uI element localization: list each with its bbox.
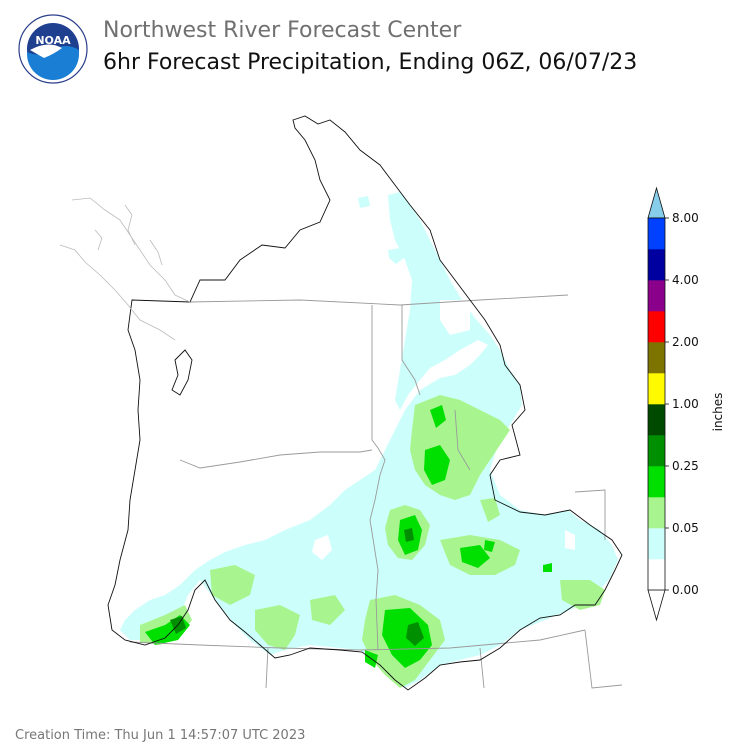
colorbar-unit-label: inches: [711, 393, 725, 432]
colorbar-bottom-arrow: [647, 589, 666, 622]
colorbar: 0.00 0.05 0.25 1.00 2.00 4.00 8.00 inches: [647, 186, 725, 622]
colorbar-top-arrow: [647, 186, 666, 219]
canada-coastline: [59, 197, 191, 341]
colorbar-bin: [648, 280, 665, 312]
colorbar-tick-label: 0.00: [672, 583, 699, 597]
colorbar-bin: [648, 311, 665, 343]
colorbar-bin: [648, 342, 665, 374]
page-title: Northwest River Forecast Center: [103, 18, 462, 43]
colorbar-bin: [648, 249, 665, 281]
colorbar-bin: [648, 435, 665, 467]
page-subtitle: 6hr Forecast Precipitation, Ending 06Z, …: [103, 50, 638, 75]
colorbar-tick-label: 0.25: [672, 459, 699, 473]
precip-holes: [312, 300, 575, 560]
colorbar-bin: [648, 559, 665, 591]
colorbar-bin: [648, 528, 665, 560]
basin-outline: [107, 115, 623, 691]
colorbar-tick-label: 0.05: [672, 521, 699, 535]
colorbar-bin: [648, 373, 665, 405]
colorbar-bin: [648, 404, 665, 436]
colorbar-bin: [648, 218, 665, 250]
colorbar-tick-label: 4.00: [672, 273, 699, 287]
noaa-logo-text: NOAA: [35, 34, 71, 47]
noaa-logo: NOAA: [18, 14, 88, 84]
precip-dark-green-region: [170, 528, 424, 646]
colorbar-bin: [648, 466, 665, 498]
creation-time: Creation Time: Thu Jun 1 14:57:07 UTC 20…: [15, 728, 306, 743]
colorbar-tick-label: 8.00: [672, 211, 699, 225]
colorbar-tick-label: 1.00: [672, 397, 699, 411]
state-boundaries: [129, 294, 623, 689]
colorbar-tick-label: 2.00: [672, 335, 699, 349]
colorbar-bin: [648, 497, 665, 529]
